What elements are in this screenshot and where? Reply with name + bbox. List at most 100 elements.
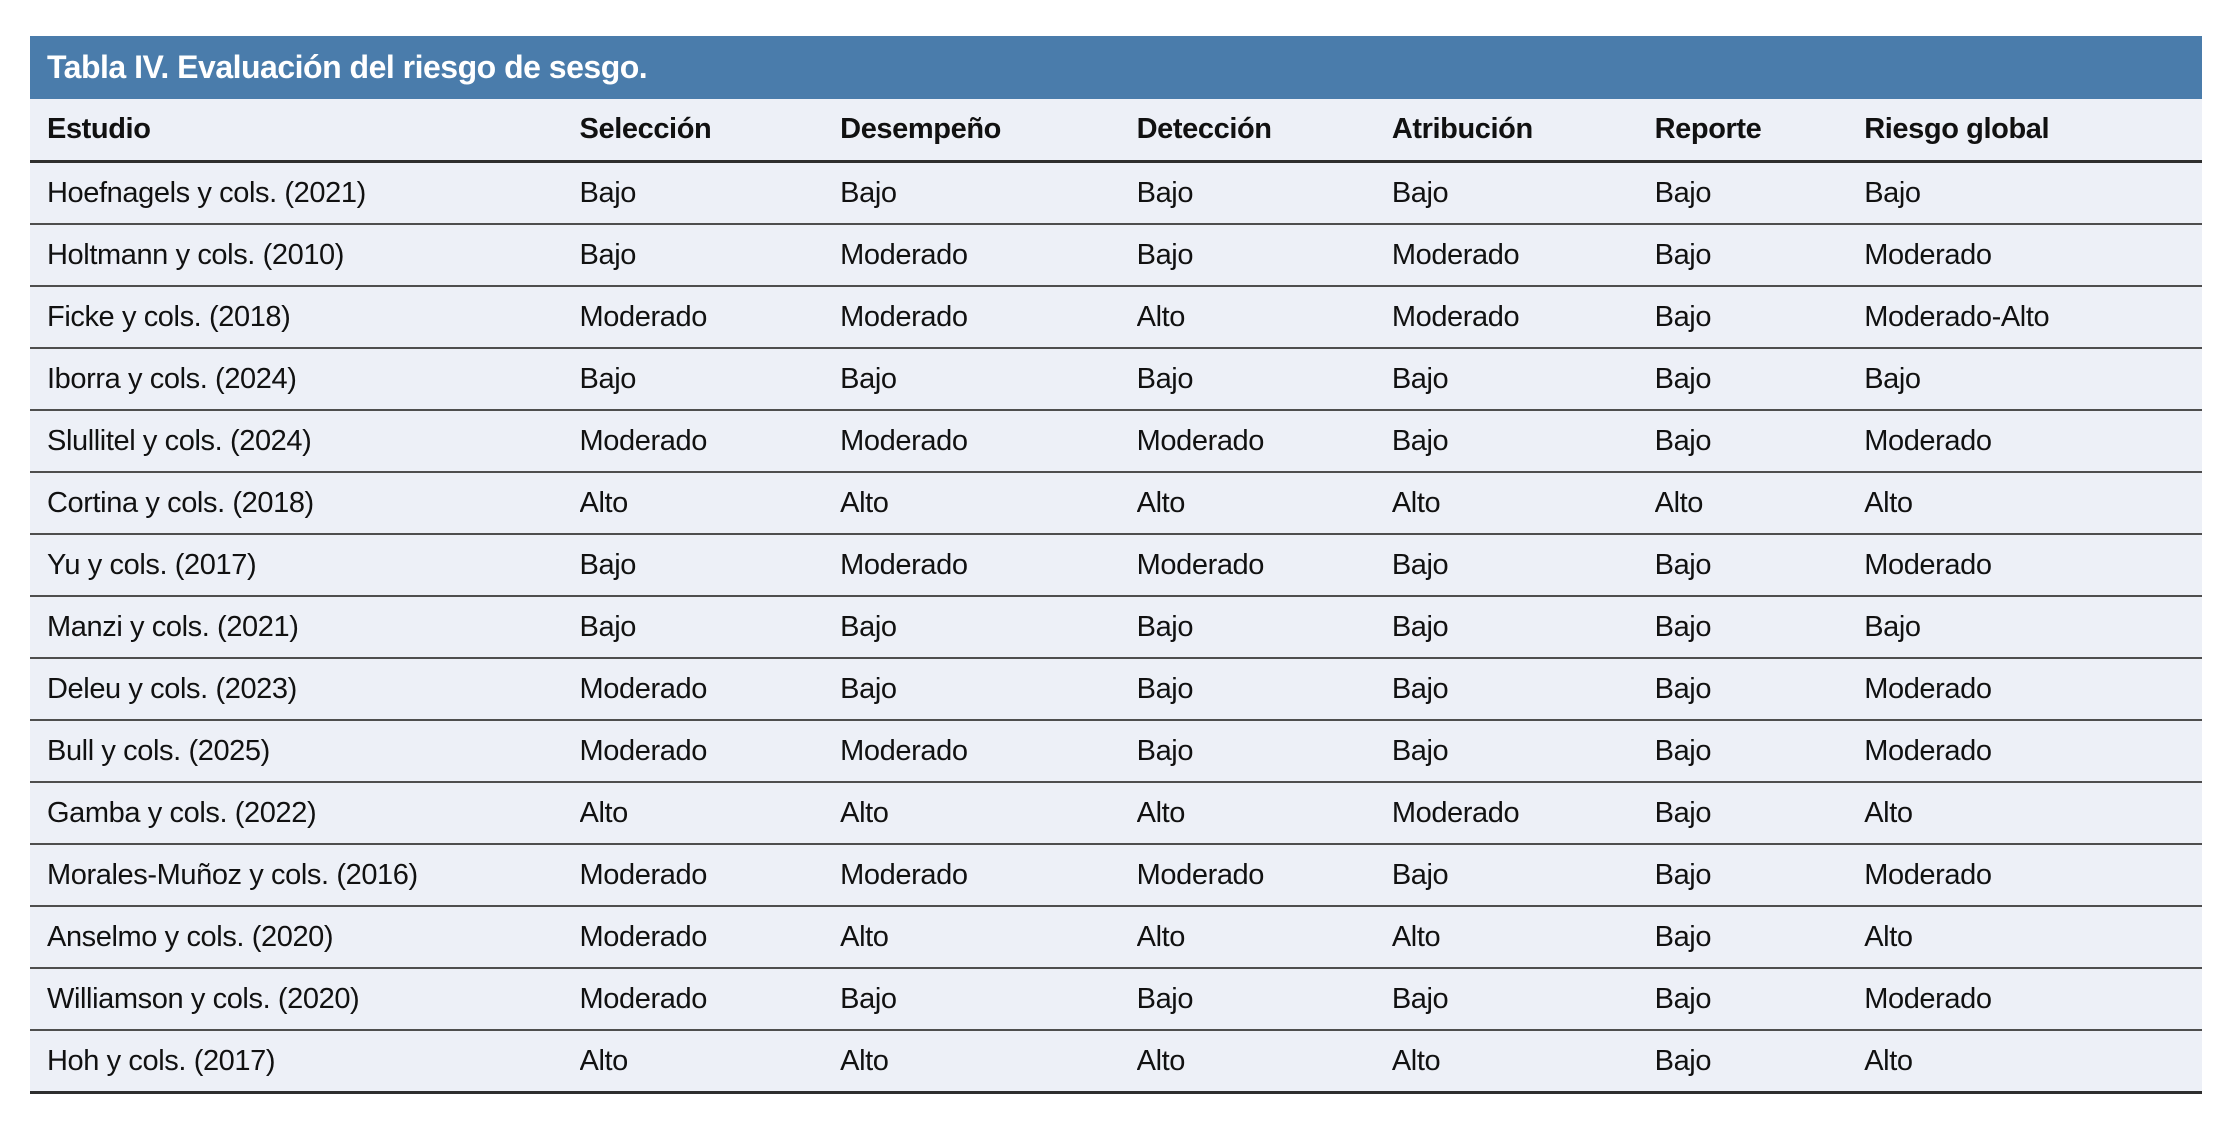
column-header-deteccion: Detección [1136,99,1392,163]
seleccion-cell: Moderado [579,906,841,969]
table-row: Ficke y cols. (2018) Moderado Moderado Alto… [30,286,2202,349]
reporte-cell: Bajo [1654,348,1865,411]
desempeno-cell: Moderado [840,286,1137,349]
deteccion-cell: Alto [1136,1030,1392,1094]
seleccion-cell: Moderado [579,844,841,907]
study-name-cell: Hoefnagels y cols. (2021) [30,161,580,225]
column-header-estudio: Estudio [30,99,580,163]
reporte-cell: Bajo [1654,720,1865,783]
desempeno-cell: Moderado [840,224,1137,287]
column-header-atribucion: Atribución [1391,99,1655,163]
riesgo-global-cell: Moderado-Alto [1864,286,2202,349]
riesgo-global-cell: Alto [1864,782,2202,845]
study-name-cell: Williamson y cols. (2020) [30,968,580,1031]
reporte-cell: Bajo [1654,658,1865,721]
seleccion-cell: Bajo [579,224,841,287]
study-name-cell: Manzi y cols. (2021) [30,596,580,659]
atribucion-cell: Bajo [1391,844,1655,907]
study-name-cell: Holtmann y cols. (2010) [30,224,580,287]
riesgo-global-cell: Moderado [1864,410,2202,473]
atribucion-cell: Bajo [1391,596,1655,659]
deteccion-cell: Bajo [1136,968,1392,1031]
deteccion-cell: Alto [1136,906,1392,969]
deteccion-cell: Alto [1136,472,1392,535]
study-name-cell: Slullitel y cols. (2024) [30,410,580,473]
riesgo-global-cell: Bajo [1864,348,2202,411]
atribucion-cell: Moderado [1391,782,1655,845]
desempeno-cell: Bajo [840,161,1137,225]
desempeno-cell: Alto [840,472,1137,535]
table-row: Cortina y cols. (2018) Alto Alto Alto Alto Al… [30,472,2202,535]
riesgo-global-cell: Bajo [1864,596,2202,659]
reporte-cell: Bajo [1654,410,1865,473]
table-row: Bull y cols. (2025) Moderado Moderado Bajo B… [30,720,2202,783]
seleccion-cell: Alto [579,472,841,535]
atribucion-cell: Bajo [1391,161,1655,225]
study-name-cell: Iborra y cols. (2024) [30,348,580,411]
atribucion-cell: Bajo [1391,534,1655,597]
study-name-cell: Hoh y cols. (2017) [30,1030,580,1094]
seleccion-cell: Moderado [579,410,841,473]
atribucion-cell: Alto [1391,906,1655,969]
deteccion-cell: Moderado [1136,410,1392,473]
seleccion-cell: Alto [579,1030,841,1094]
atribucion-cell: Bajo [1391,658,1655,721]
study-name-cell: Ficke y cols. (2018) [30,286,580,349]
desempeno-cell: Bajo [840,968,1137,1031]
reporte-cell: Bajo [1654,906,1865,969]
table-row: Slullitel y cols. (2024) Moderado Moderado… [30,410,2202,473]
reporte-cell: Bajo [1654,224,1865,287]
deteccion-cell: Alto [1136,286,1392,349]
desempeno-cell: Alto [840,906,1137,969]
risk-of-bias-table: Tabla IV. Evaluación del riesgo de sesgo… [30,36,2202,1094]
atribucion-cell: Alto [1391,1030,1655,1094]
table-row: Morales-Muñoz y cols. (2016) Moderado Mode… [30,844,2202,907]
deteccion-cell: Bajo [1136,720,1392,783]
study-name-cell: Bull y cols. (2025) [30,720,580,783]
study-name-cell: Yu y cols. (2017) [30,534,580,597]
deteccion-cell: Bajo [1136,161,1392,225]
table-row: Holtmann y cols. (2010) Bajo Moderado Bajo M… [30,224,2202,287]
seleccion-cell: Bajo [579,596,841,659]
riesgo-global-cell: Alto [1864,906,2202,969]
desempeno-cell: Alto [840,1030,1137,1094]
table-row: Gamba y cols. (2022) Alto Alto Alto Moderado… [30,782,2202,845]
column-header-riesgo-global: Riesgo global [1864,99,2202,163]
riesgo-global-cell: Moderado [1864,720,2202,783]
reporte-cell: Bajo [1654,161,1865,225]
table-row: Anselmo y cols. (2020) Moderado Alto Alto Al… [30,906,2202,969]
deteccion-cell: Moderado [1136,844,1392,907]
atribucion-cell: Moderado [1391,286,1655,349]
reporte-cell: Bajo [1654,968,1865,1031]
table-title: Tabla IV. Evaluación del riesgo de sesgo… [47,49,648,85]
column-header-reporte: Reporte [1654,99,1865,163]
riesgo-global-cell: Moderado [1864,844,2202,907]
atribucion-cell: Bajo [1391,720,1655,783]
atribucion-cell: Bajo [1391,348,1655,411]
desempeno-cell: Moderado [840,844,1137,907]
seleccion-cell: Moderado [579,286,841,349]
reporte-cell: Bajo [1654,844,1865,907]
riesgo-global-cell: Moderado [1864,658,2202,721]
table-header-row: Estudio Selección Desempeño Detección At… [30,99,2202,163]
seleccion-cell: Bajo [579,348,841,411]
riesgo-global-cell: Alto [1864,1030,2202,1094]
riesgo-global-cell: Moderado [1864,224,2202,287]
table-title-bar: Tabla IV. Evaluación del riesgo de sesgo… [30,36,2202,99]
reporte-cell: Alto [1654,472,1865,535]
seleccion-cell: Bajo [579,534,841,597]
reporte-cell: Bajo [1654,286,1865,349]
study-name-cell: Cortina y cols. (2018) [30,472,580,535]
column-header-seleccion: Selección [579,99,841,163]
reporte-cell: Bajo [1654,1030,1865,1094]
table-row: Manzi y cols. (2021) Bajo Bajo Bajo Bajo Bajo… [30,596,2202,659]
table-row: Williamson y cols. (2020) Moderado Bajo Baj… [30,968,2202,1031]
atribucion-cell: Bajo [1391,410,1655,473]
seleccion-cell: Bajo [579,161,841,225]
study-name-cell: Deleu y cols. (2023) [30,658,580,721]
desempeno-cell: Moderado [840,534,1137,597]
seleccion-cell: Moderado [579,720,841,783]
seleccion-cell: Moderado [579,658,841,721]
riesgo-global-cell: Moderado [1864,968,2202,1031]
